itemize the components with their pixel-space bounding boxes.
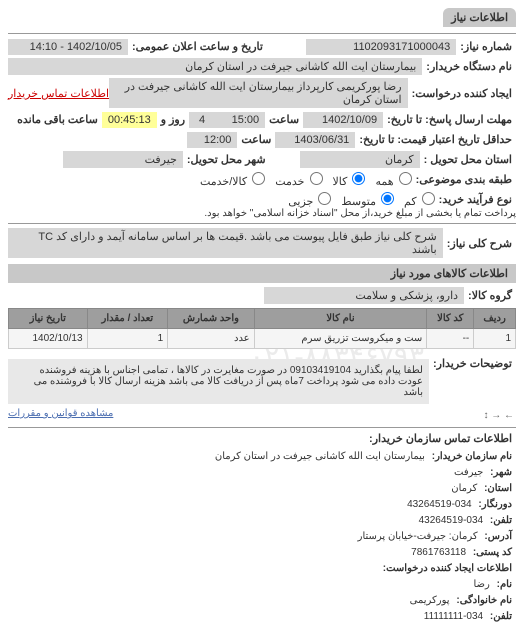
radio-goods-input[interactable] <box>352 172 365 185</box>
radio-goods-service-input[interactable] <box>252 172 265 185</box>
label-postal: کد پستی: <box>469 545 516 560</box>
cell-qty: 1 <box>87 329 168 349</box>
days-left: 4 <box>189 112 215 128</box>
radio-goods-service[interactable]: کالا/خدمت <box>200 172 265 188</box>
radio-partial[interactable]: جزیی <box>288 192 331 208</box>
panel-title-need-info: اطلاعات نیاز <box>443 8 516 27</box>
label-remaining: ساعت باقی مانده <box>13 111 102 128</box>
contact-family: پورکریمی <box>410 595 450 606</box>
value-validity-hour: 12:00 <box>187 132 237 148</box>
label-name: نام: <box>493 577 516 592</box>
label-buyer-device: نام دستگاه خریدار: <box>422 58 516 75</box>
radio-goods[interactable]: کالا <box>333 172 366 188</box>
radio-medium[interactable]: متوسط <box>341 192 394 208</box>
label-org: نام سازمان خریدار: <box>428 449 516 464</box>
value-need-number: 1102093171000043 <box>306 39 456 55</box>
panel-title-goods: اطلاعات کالاهای مورد نیاز <box>8 264 516 283</box>
contact-phone: 034-43264519 <box>407 499 472 510</box>
contact-postal: 7861763118 <box>411 547 466 558</box>
radio-service[interactable]: خدمت <box>275 172 322 188</box>
rules-link[interactable]: مشاهده قوانین و مقررات <box>8 408 113 423</box>
divider-2 <box>8 223 516 224</box>
label-group: گروه کالا: <box>464 287 516 304</box>
th-row: ردیف <box>474 309 516 329</box>
contact-prov: کرمان <box>451 483 477 494</box>
label-prov: استان: <box>480 481 516 496</box>
time-left: 00:45:13 <box>102 112 157 128</box>
value-response-date: 1402/10/09 <box>303 112 383 128</box>
value-group: دارو، پزشکی و سلامت <box>264 287 464 304</box>
scroll-icons: ← → ↕ <box>481 408 516 423</box>
label-need-number: شماره نیاز: <box>456 38 516 55</box>
label-response-deadline: مهلت ارسال پاسخ: تا تاریخ: <box>383 111 516 128</box>
value-request-creator: رضا پورکریمی کارپرداز بیمارستان ایت الله… <box>109 78 408 108</box>
radio-low[interactable]: کم <box>404 192 435 208</box>
label-public-date: تاریخ و ساعت اعلان عمومی: <box>128 38 267 55</box>
th-unit: واحد شمارش <box>168 309 254 329</box>
label-fax: تلفن: <box>486 513 516 528</box>
label-city: شهر: <box>486 465 516 480</box>
value-buyer-notes: لطفا پیام بگذارید 09103419104 در صورت مغ… <box>8 359 429 404</box>
radio-medium-input[interactable] <box>381 192 394 205</box>
label-buyer-notes: توضیحات خریدار: <box>429 355 516 372</box>
label-need-desc: شرح کلی نیاز: <box>443 235 516 252</box>
value-public-date: 1402/10/05 - 14:10 <box>8 39 128 55</box>
cell-name: ست و میکروست تزریق سرم <box>254 329 427 349</box>
radio-all-input[interactable] <box>399 172 412 185</box>
table-row[interactable]: 1 -- ست و میکروست تزریق سرم عدد 1 1402/1… <box>9 329 516 349</box>
divider <box>8 33 516 34</box>
label-validity-deadline: حداقل تاریخ اعتبار قیمت: تا تاریخ: <box>355 131 516 148</box>
label-addr: آدرس: <box>480 529 516 544</box>
radio-partial-input[interactable] <box>318 192 331 205</box>
label-hour-1: ساعت <box>265 111 303 128</box>
radio-low-input[interactable] <box>422 192 435 205</box>
value-validity-date: 1403/06/31 <box>275 132 355 148</box>
goods-table: ردیف کد کالا نام کالا واحد شمارش تعداد /… <box>8 308 516 349</box>
th-qty: تعداد / مقدار <box>87 309 168 329</box>
label-delivery-city: شهر محل تحویل: <box>183 151 270 168</box>
value-province: کرمان <box>300 151 420 168</box>
cell-code: -- <box>427 329 474 349</box>
process-note: پرداخت تمام یا بخشی از مبلغ خرید،از محل … <box>204 208 516 219</box>
panel-title-contact: اطلاعات تماس سازمان خریدار: <box>365 431 516 447</box>
label-family: نام خانوادگی: <box>452 593 516 608</box>
th-name: نام کالا <box>254 309 427 329</box>
label-day-and: روز و <box>157 111 189 128</box>
buyer-contact-link[interactable]: اطلاعات تماس خریدار <box>8 87 109 100</box>
label-delivery-province: استان محل تحویل : <box>420 151 516 168</box>
cell-date: 1402/10/13 <box>9 329 88 349</box>
contact-tel: 034-11111111 <box>424 611 483 622</box>
th-date: تاریخ نیاز <box>9 309 88 329</box>
contact-name: رضا <box>473 579 489 590</box>
contact-addr: کرمان: جیرفت-خیابان پرستار <box>358 531 478 542</box>
value-need-desc: شرح کلی نیاز طبق فایل پیوست می باشد .قیم… <box>8 228 443 258</box>
table-header-row: ردیف کد کالا نام کالا واحد شمارش تعداد /… <box>9 309 516 329</box>
label-tel: تلفن: <box>486 609 516 624</box>
label-classification: طبقه بندی موضوعی: <box>412 171 516 188</box>
label-hour-2: ساعت <box>237 131 275 148</box>
cell-unit: عدد <box>168 329 254 349</box>
contact-fax: 034-43264519 <box>419 515 484 526</box>
value-city: جیرفت <box>63 151 183 168</box>
value-response-hour: 15:00 <box>215 112 265 128</box>
divider-3 <box>8 427 516 428</box>
label-req-contact: اطلاعات ایجاد کننده درخواست: <box>379 561 516 576</box>
contact-city: جیرفت <box>454 467 483 478</box>
contact-org: بیمارستان ایت الله کاشانی جیرفت در استان… <box>215 451 425 462</box>
label-process-type: نوع فرآیند خرید: <box>435 191 516 208</box>
radio-all[interactable]: همه <box>375 172 411 188</box>
value-buyer-device: بیمارستان ایت الله کاشانی جیرفت در استان… <box>8 58 422 75</box>
th-code: کد کالا <box>427 309 474 329</box>
label-phone: دورنگار: <box>474 497 516 512</box>
label-request-creator: ایجاد کننده درخواست: <box>408 85 516 102</box>
cell-row: 1 <box>474 329 516 349</box>
radio-service-input[interactable] <box>310 172 323 185</box>
